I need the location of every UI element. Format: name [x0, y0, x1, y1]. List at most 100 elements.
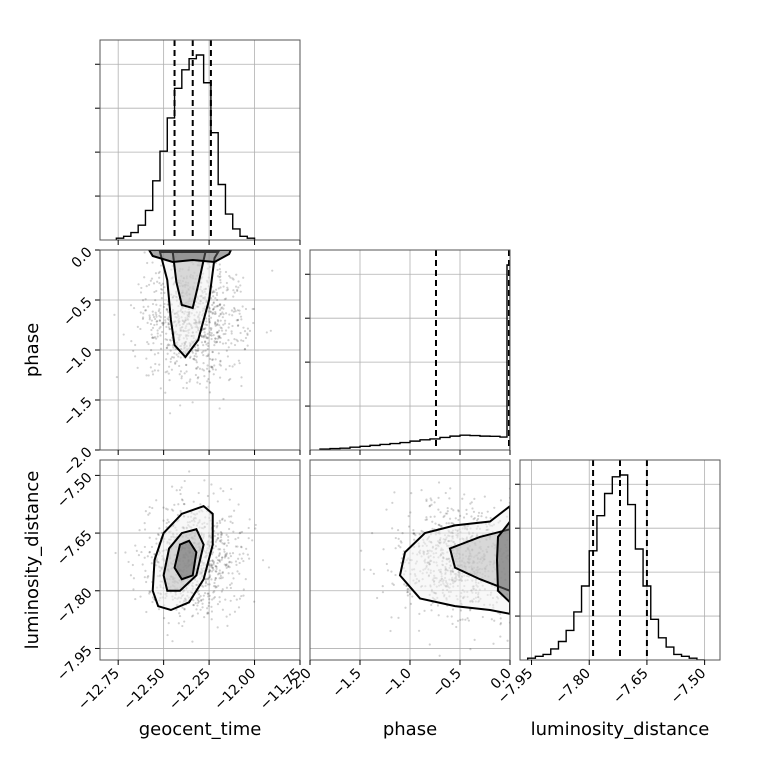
sample-point: [149, 590, 152, 593]
sample-point: [212, 561, 215, 564]
sample-point: [227, 379, 231, 382]
sample-point: [145, 610, 148, 614]
sample-point: [433, 515, 436, 518]
sample-point: [214, 577, 217, 580]
sample-point: [212, 568, 215, 571]
sample-point: [242, 594, 245, 597]
sample-point: [221, 556, 224, 559]
sample-point: [218, 304, 221, 307]
sample-point: [212, 492, 215, 495]
sample-point: [171, 344, 174, 347]
sample-point: [208, 306, 211, 309]
sample-point: [204, 335, 208, 338]
sample-point: [204, 327, 207, 330]
sample-point: [386, 569, 390, 572]
sample-point: [223, 556, 227, 559]
sample-point: [244, 578, 247, 581]
xtick-label-geocent_time: −12.00: [211, 666, 259, 714]
sample-point: [155, 313, 158, 316]
sample-point: [169, 357, 172, 360]
sample-point: [191, 351, 194, 354]
sample-point: [217, 584, 220, 587]
sample-point: [208, 320, 211, 324]
sample-point: [143, 556, 146, 559]
sample-point: [141, 316, 145, 319]
sample-point: [235, 598, 238, 601]
sample-point: [211, 358, 214, 361]
sample-point: [148, 314, 151, 317]
sample-point: [390, 616, 393, 619]
sample-point: [431, 527, 434, 530]
contour-level-0: [151, 505, 214, 612]
sample-point: [221, 542, 224, 545]
sample-point: [157, 309, 160, 313]
sample-point: [169, 339, 172, 342]
sample-point: [218, 539, 222, 542]
sample-point: [157, 351, 160, 355]
sample-point: [465, 508, 468, 512]
sample-point: [238, 312, 241, 315]
sample-point: [168, 379, 171, 382]
sample-point: [161, 282, 165, 285]
sample-point: [216, 304, 220, 307]
sample-point: [215, 293, 219, 297]
sample-point: [222, 285, 225, 288]
xtick-label-geocent_time: −12.50: [121, 666, 169, 714]
sample-point: [177, 352, 181, 355]
sample-point: [166, 508, 169, 511]
sample-point: [203, 616, 206, 619]
sample-point: [138, 528, 141, 532]
sample-point: [172, 346, 175, 349]
sample-point: [209, 326, 212, 330]
sample-point: [224, 564, 228, 567]
sample-point: [392, 583, 395, 586]
sample-point: [224, 332, 227, 335]
sample-point: [401, 531, 404, 535]
ytick-label-phase: −2.0: [60, 444, 95, 479]
sample-point: [137, 554, 141, 557]
sample-point: [139, 595, 142, 598]
sample-point: [493, 619, 496, 622]
sample-point: [197, 589, 200, 593]
sample-point: [165, 358, 168, 361]
sample-point: [437, 508, 440, 511]
sample-point: [195, 608, 198, 611]
sample-point: [167, 311, 170, 314]
sample-point: [156, 335, 159, 338]
sample-point: [269, 329, 272, 332]
sample-point: [450, 522, 453, 525]
sample-point: [227, 346, 230, 349]
sample-point: [154, 311, 157, 314]
sample-point: [228, 313, 231, 316]
sample-point: [139, 311, 142, 314]
sample-point: [228, 583, 232, 587]
sample-point: [165, 346, 169, 349]
sample-point: [219, 521, 222, 524]
sample-point: [221, 342, 225, 345]
sample-point: [451, 622, 454, 625]
sample-point: [143, 251, 146, 254]
sample-point: [166, 370, 169, 373]
sample-point: [156, 280, 159, 283]
sample-point: [227, 539, 230, 542]
sample-point: [431, 520, 434, 523]
sample-point: [212, 585, 216, 588]
sample-point: [208, 381, 212, 384]
sample-point: [211, 566, 214, 569]
sample-point: [197, 349, 200, 352]
sample-point: [215, 331, 219, 334]
sample-point: [219, 270, 222, 273]
sample-point: [218, 308, 222, 312]
sample-point: [219, 313, 222, 316]
sample-point: [203, 592, 207, 595]
sample-point: [236, 545, 239, 548]
sample-point: [156, 533, 160, 536]
sample-point: [180, 375, 183, 378]
sample-point: [211, 303, 214, 307]
sample-point: [208, 601, 211, 604]
sample-point: [223, 548, 226, 551]
sample-point: [195, 359, 198, 362]
ytick-label-luminosity_distance: −7.95: [54, 643, 96, 685]
sample-point: [152, 342, 155, 345]
